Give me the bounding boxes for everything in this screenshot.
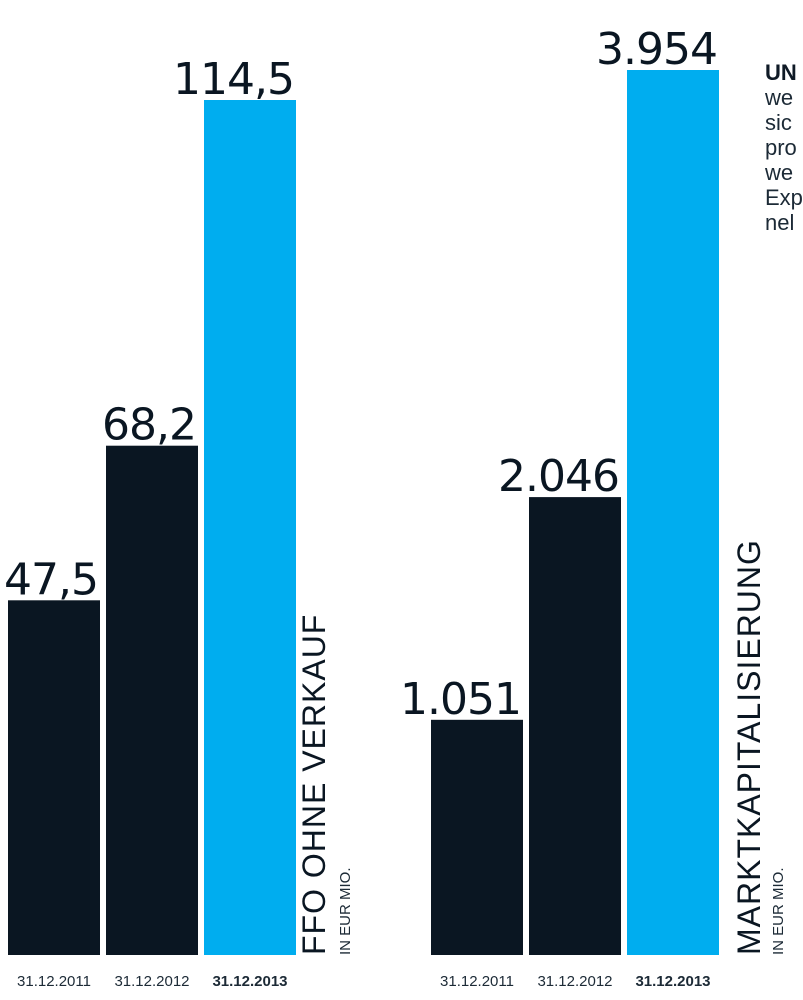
marktkap-chart-title: MARKTKAPITALISIERUNG [731, 539, 767, 955]
ffo-value-label: 47,5 [4, 554, 98, 605]
ffo-value-label: 114,5 [173, 54, 294, 105]
ffo-bar [204, 100, 296, 955]
marktkap-unit-label: IN EUR MIO. [770, 867, 787, 955]
marktkap-bar [627, 70, 719, 955]
side-text-heading: UN [765, 60, 797, 85]
ffo-unit-label: IN EUR MIO. [337, 867, 354, 955]
marktkap-category-label: 31.12.2011 [440, 973, 514, 990]
ffo-category-label: 31.12.2012 [114, 973, 189, 990]
ffo-bar [106, 445, 198, 955]
side-text-line: we [765, 160, 794, 185]
side-text-line: we [765, 85, 794, 110]
ffo-category-label: 31.12.2011 [17, 973, 91, 990]
marktkap-value-label: 3.954 [596, 24, 717, 75]
ffo-chart-title: FFO OHNE VERKAUF [296, 614, 332, 955]
ffo-value-label: 68,2 [102, 400, 196, 451]
side-text-line: Exp [765, 185, 803, 210]
marktkap-bar [529, 497, 621, 955]
side-text-line: nel [765, 210, 795, 235]
ffo-bar [8, 600, 100, 955]
side-text-block: UN we sic pro we Exp nel [765, 60, 803, 235]
ffo-category-label: 31.12.2013 [212, 973, 287, 990]
side-text-line: sic [765, 110, 792, 135]
marktkap-category-label: 31.12.2013 [635, 973, 710, 990]
side-text-line: pro [765, 135, 797, 160]
marktkap-value-label: 2.046 [498, 451, 619, 502]
marktkap-category-label: 31.12.2012 [537, 973, 612, 990]
marktkap-bar [431, 719, 523, 955]
marktkap-value-label: 1.051 [400, 674, 521, 725]
